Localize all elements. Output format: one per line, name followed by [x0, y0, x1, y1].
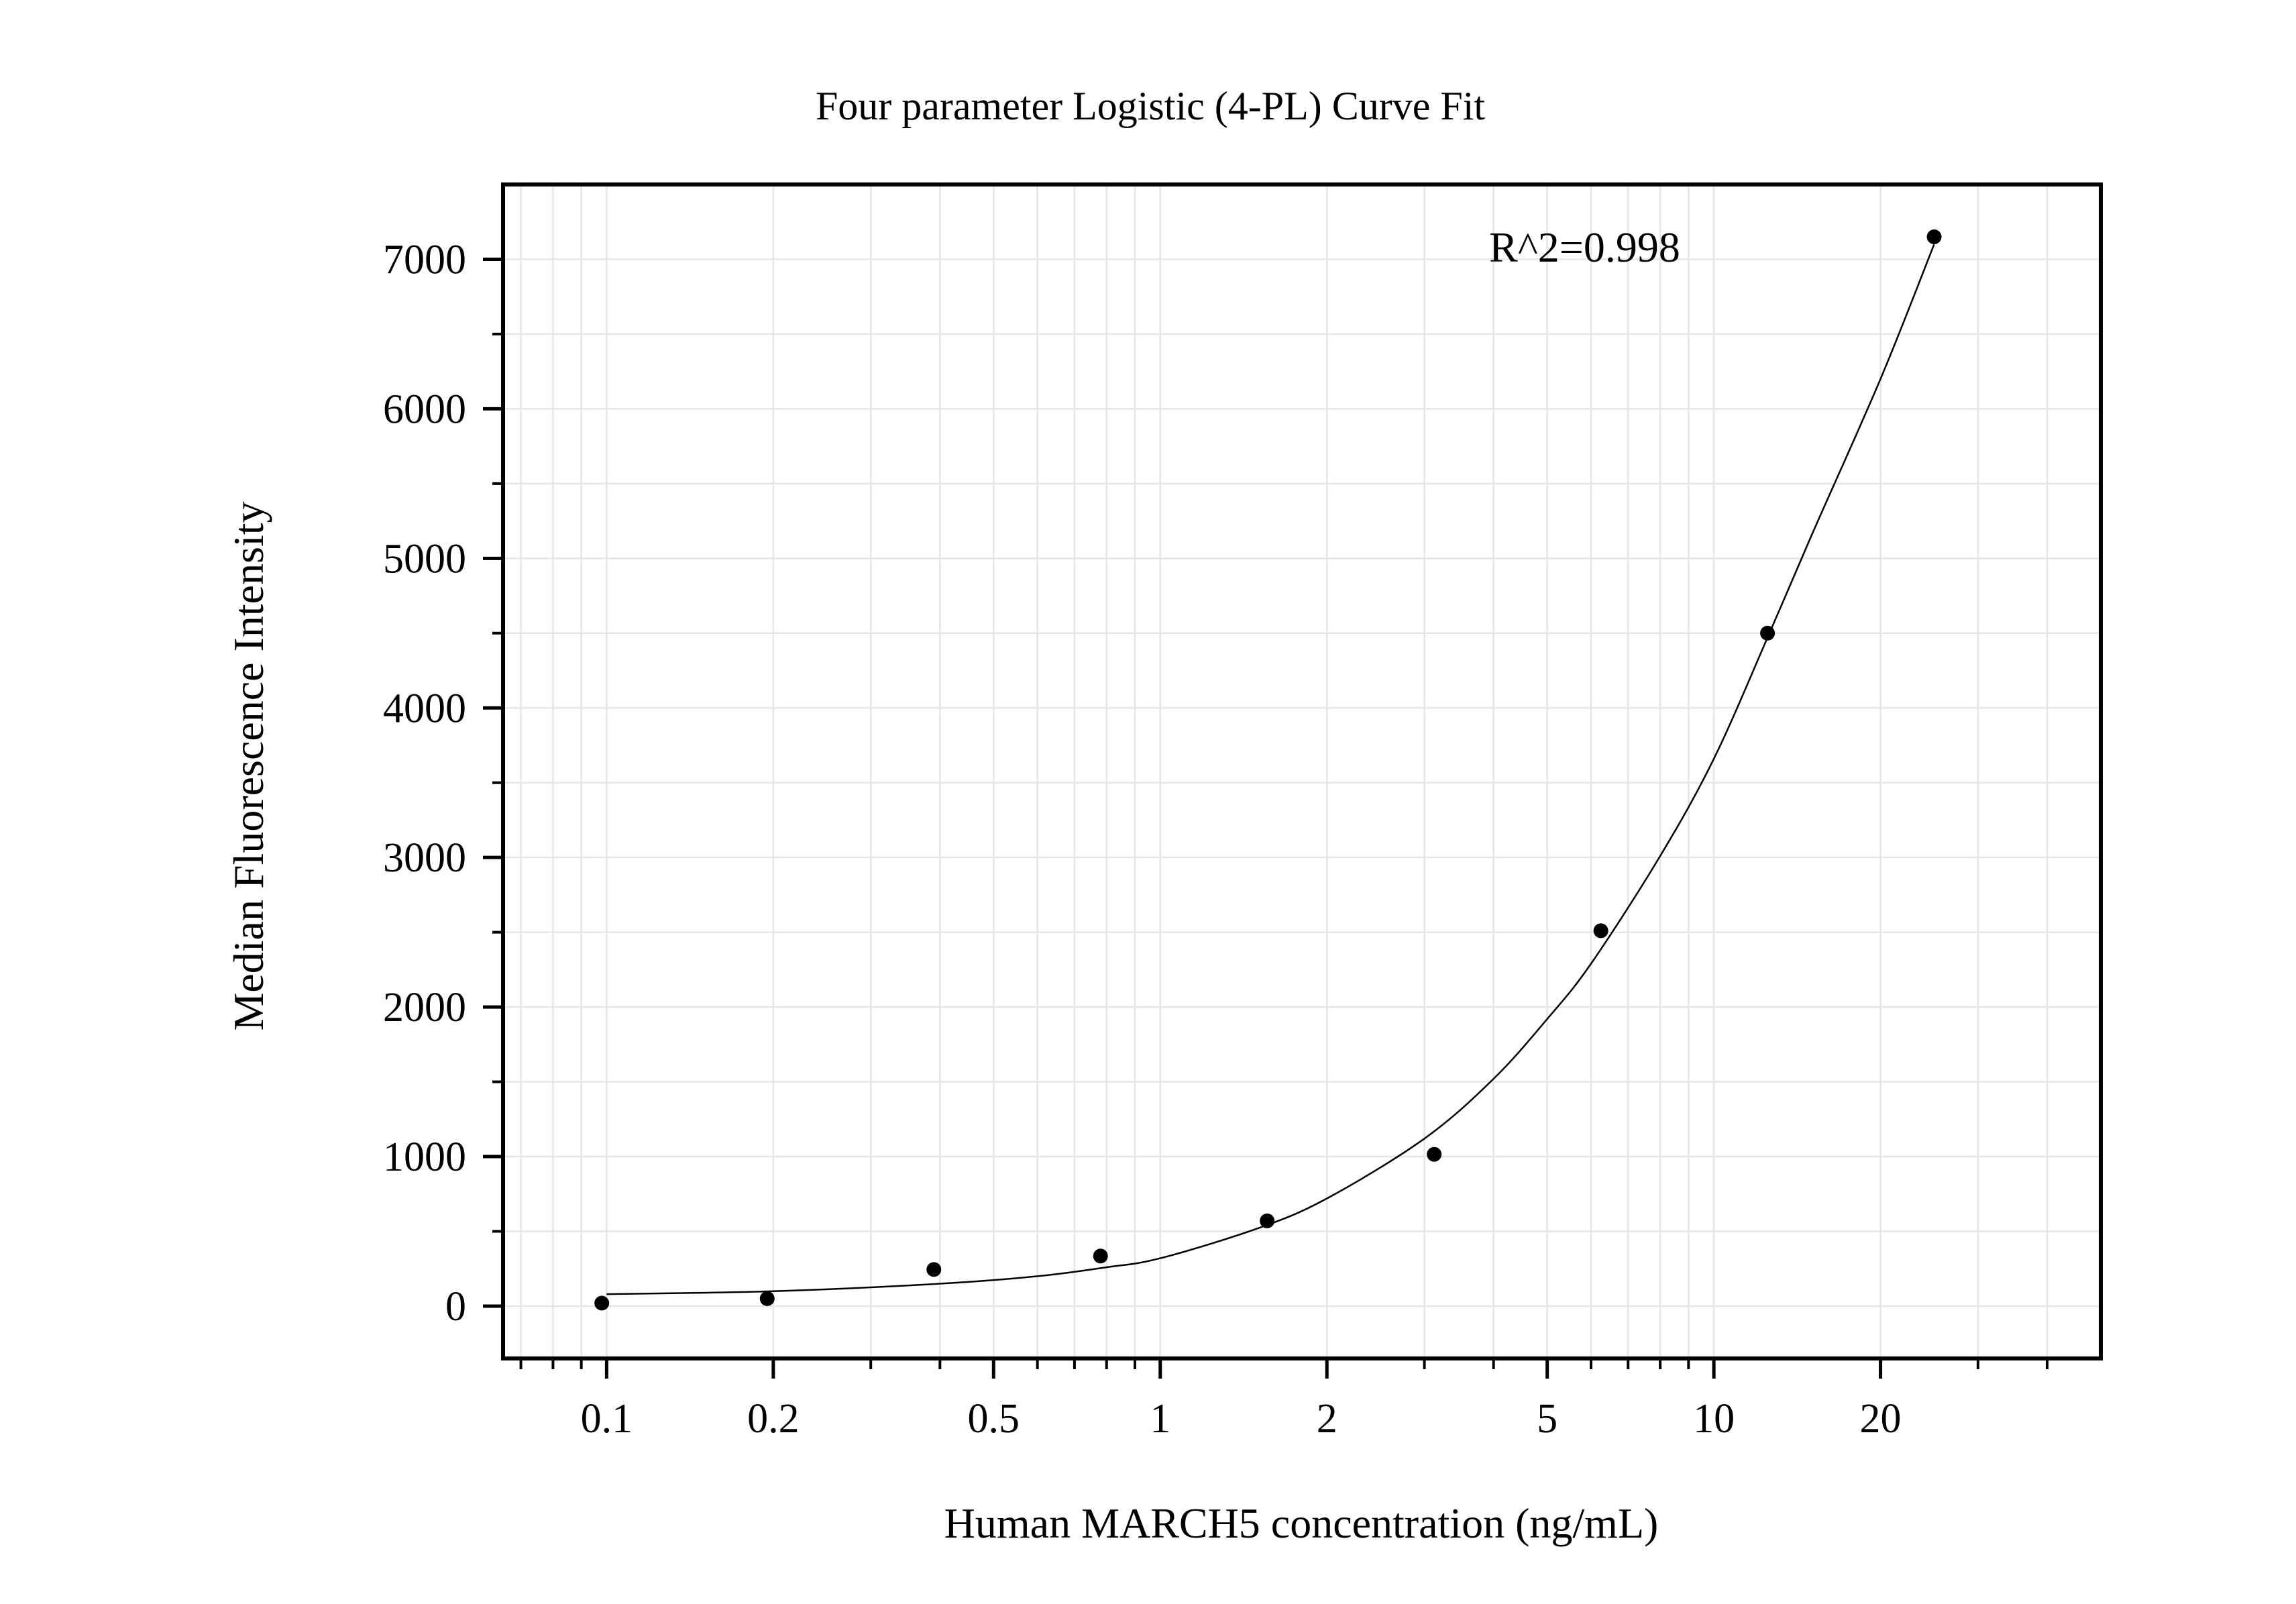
chart-title: Four parameter Logistic (4-PL) Curve Fit — [816, 84, 1485, 128]
grid — [503, 184, 2101, 1358]
data-point — [1093, 1248, 1108, 1264]
r-squared-annotation: R^2=0.998 — [1489, 223, 1680, 271]
data-point — [1760, 625, 1775, 641]
y-tick-label: 7000 — [383, 237, 466, 282]
y-tick-label: 5000 — [383, 536, 466, 582]
x-tick-label: 0.1 — [581, 1396, 633, 1442]
y-tick-label: 6000 — [383, 386, 466, 432]
x-tick-label: 2 — [1317, 1396, 1337, 1442]
data-point — [594, 1295, 610, 1311]
x-tick-label: 1 — [1150, 1396, 1170, 1442]
fit-curve-group — [606, 244, 1935, 1295]
axis-ticks — [483, 257, 2049, 1379]
y-tick-label: 4000 — [383, 686, 466, 731]
x-tick-label: 5 — [1537, 1396, 1557, 1442]
data-point — [1260, 1213, 1275, 1228]
y-tick-label: 2000 — [383, 985, 466, 1030]
data-point — [1427, 1146, 1442, 1162]
data-point — [1926, 229, 1942, 245]
y-tick-label: 3000 — [383, 835, 466, 881]
x-tick-label: 20 — [1860, 1396, 1902, 1442]
data-point — [926, 1262, 942, 1277]
data-points — [594, 229, 1942, 1311]
x-tick-label: 10 — [1693, 1396, 1735, 1442]
fit-curve — [606, 244, 1935, 1295]
data-point — [759, 1291, 775, 1306]
y-tick-label: 0 — [445, 1284, 466, 1330]
data-point — [1593, 923, 1608, 939]
x-tick-labels: 0.1 0.2 0.5 1 2 5 10 20 — [581, 1396, 1902, 1442]
x-tick-label: 0.5 — [968, 1396, 1020, 1442]
x-tick-label: 0.2 — [747, 1396, 800, 1442]
x-axis-label: Human MARCH5 concentration (ng/mL) — [944, 1499, 1659, 1547]
y-tick-labels: 0 1000 2000 3000 4000 5000 6000 7000 — [383, 237, 466, 1330]
y-axis-label: Median Fluorescence Intensity — [225, 501, 272, 1030]
plot-frame — [501, 182, 2103, 1360]
y-tick-label: 1000 — [383, 1134, 466, 1180]
